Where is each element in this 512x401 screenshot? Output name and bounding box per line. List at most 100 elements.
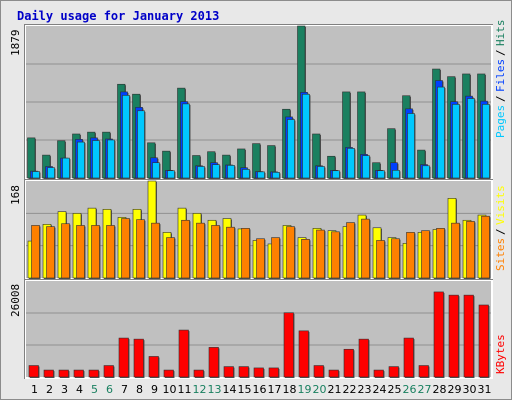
bar-sites-day-24 xyxy=(376,240,385,279)
day-label-23: 23 xyxy=(358,383,372,396)
bar-sites-day-31 xyxy=(481,215,490,279)
bar-sites-day-26 xyxy=(406,232,415,279)
bar-kbytes-day-1 xyxy=(28,365,39,378)
bar-sites-day-14 xyxy=(226,226,235,279)
bar-pages-day-17 xyxy=(272,172,280,179)
bar-pages-day-21 xyxy=(332,170,340,179)
bar-sites-day-2 xyxy=(46,226,55,279)
bar-pages-day-13 xyxy=(212,164,220,179)
legend-panel1-pages: Pages xyxy=(494,105,507,138)
bar-sites-day-10 xyxy=(166,237,175,279)
bar-pages-day-6 xyxy=(107,139,115,179)
bar-kbytes-day-13 xyxy=(208,347,219,378)
legend-panel2-separator-1: / xyxy=(494,228,507,235)
bar-kbytes-day-23 xyxy=(358,338,369,378)
bar-pages-day-9 xyxy=(152,162,160,179)
day-label-11: 11 xyxy=(178,383,192,396)
bar-kbytes-day-10 xyxy=(163,369,174,378)
bar-pages-day-19 xyxy=(302,93,310,179)
day-label-13: 13 xyxy=(208,383,222,396)
bar-sites-day-27 xyxy=(421,230,430,279)
day-label-12: 12 xyxy=(193,383,207,396)
bar-sites-day-23 xyxy=(361,218,370,279)
bar-sites-day-9 xyxy=(151,222,160,279)
bar-kbytes-day-25 xyxy=(388,366,399,378)
bar-pages-day-31 xyxy=(482,104,490,179)
bar-sites-day-11 xyxy=(181,219,190,279)
bar-pages-day-5 xyxy=(92,140,100,179)
bar-sites-day-13 xyxy=(211,225,220,279)
bar-pages-day-20 xyxy=(317,166,325,179)
day-label-19: 19 xyxy=(298,383,312,396)
legend-panel2-sites: Sites xyxy=(494,238,507,271)
bar-pages-day-27 xyxy=(422,165,430,179)
bar-kbytes-day-6 xyxy=(103,365,114,378)
max-label-kbytes: 26008 xyxy=(9,284,22,317)
bar-pages-day-14 xyxy=(227,165,235,179)
bar-sites-day-25 xyxy=(391,238,400,279)
day-label-22: 22 xyxy=(343,383,357,396)
bar-kbytes-day-27 xyxy=(418,365,429,378)
day-label-21: 21 xyxy=(328,383,342,396)
max-label-visits: 168 xyxy=(9,185,22,205)
day-label-9: 9 xyxy=(151,383,158,396)
bar-sites-day-8 xyxy=(136,219,145,279)
bar-pages-day-8 xyxy=(137,110,145,179)
bar-kbytes-day-31 xyxy=(478,304,489,378)
legend-panel1-separator-1: / xyxy=(494,95,507,102)
bar-sites-day-7 xyxy=(121,218,130,279)
bar-pages-day-1 xyxy=(32,171,40,179)
bar-pages-day-2 xyxy=(47,167,55,179)
panel-background-3 xyxy=(26,281,491,377)
bar-kbytes-day-12 xyxy=(193,369,204,378)
bar-pages-day-30 xyxy=(467,98,475,179)
bar-kbytes-day-3 xyxy=(58,369,69,378)
day-label-18: 18 xyxy=(283,383,297,396)
bar-kbytes-day-28 xyxy=(433,291,444,378)
bar-kbytes-day-26 xyxy=(403,337,414,378)
bar-kbytes-day-17 xyxy=(268,367,279,378)
legend-panel1-hits: Hits xyxy=(494,20,507,47)
legend-panel1-files: Files xyxy=(494,59,507,92)
bar-sites-day-20 xyxy=(316,229,325,279)
max-label-hits: 1879 xyxy=(9,30,22,57)
bar-kbytes-day-29 xyxy=(448,294,459,378)
day-label-7: 7 xyxy=(121,383,128,396)
day-label-2: 2 xyxy=(46,383,53,396)
day-label-8: 8 xyxy=(136,383,143,396)
bar-pages-day-3 xyxy=(62,157,70,179)
bar-sites-day-3 xyxy=(61,223,70,279)
bar-kbytes-day-24 xyxy=(373,369,384,378)
bar-sites-day-21 xyxy=(331,231,340,279)
bar-sites-day-30 xyxy=(466,221,475,279)
day-label-26: 26 xyxy=(403,383,417,396)
bar-pages-day-12 xyxy=(197,166,205,179)
bar-pages-day-16 xyxy=(257,171,265,179)
day-label-5: 5 xyxy=(91,383,98,396)
bar-pages-day-4 xyxy=(77,141,85,179)
day-label-28: 28 xyxy=(433,383,447,396)
bar-pages-day-26 xyxy=(407,113,415,179)
bar-kbytes-day-7 xyxy=(118,337,129,378)
bar-sites-day-4 xyxy=(76,225,85,279)
bar-kbytes-day-8 xyxy=(133,338,144,378)
day-label-25: 25 xyxy=(388,383,402,396)
bar-kbytes-day-21 xyxy=(328,369,339,378)
bar-pages-day-28 xyxy=(437,86,445,179)
day-label-20: 20 xyxy=(313,383,327,396)
bar-kbytes-day-11 xyxy=(178,329,189,378)
bar-sites-day-28 xyxy=(436,228,445,279)
bar-pages-day-11 xyxy=(182,103,190,179)
legend-panel2-visits: Visits xyxy=(494,185,507,225)
bar-pages-day-23 xyxy=(362,155,370,179)
bar-pages-day-29 xyxy=(452,104,460,179)
bar-sites-day-6 xyxy=(106,225,115,279)
bar-sites-day-12 xyxy=(196,222,205,279)
bar-sites-day-22 xyxy=(346,222,355,279)
bar-kbytes-day-16 xyxy=(253,367,264,378)
bar-kbytes-day-18 xyxy=(283,312,294,378)
day-label-3: 3 xyxy=(61,383,68,396)
day-label-1: 1 xyxy=(31,383,38,396)
